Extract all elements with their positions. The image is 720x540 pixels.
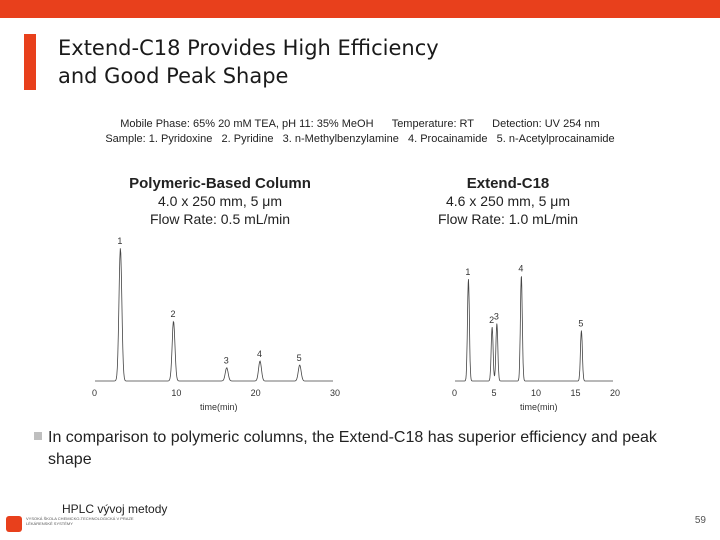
- peak-label-2: 2: [171, 309, 176, 319]
- logo-text: VYSOKÁ ŠKOLA CHEMICKO-TECHNOLOGICKÁ V PR…: [26, 516, 134, 526]
- polymeric-chromatogram: 1 2 3 4 5 0 10 20 30 time(min): [92, 236, 340, 412]
- x-tick-label-10: 10: [171, 388, 181, 398]
- conditions-line-2: Sample: 1. Pyridoxine 2. Pyridine 3. n-M…: [105, 133, 615, 145]
- left-column-heading: Polymeric-Based Column: [129, 175, 311, 192]
- title-line-2: and Good Peak Shape: [58, 64, 289, 88]
- slide-title: Extend-C18 Provides High Efficiency and …: [58, 34, 439, 90]
- peak-label-3: 3: [494, 311, 499, 321]
- peak-label-5: 5: [297, 353, 302, 363]
- x-axis-label: time(min): [200, 402, 238, 412]
- left-column-header: Polymeric-Based Column 4.0 x 250 mm, 5 μ…: [90, 175, 350, 228]
- peak-label-2: 2: [489, 315, 494, 325]
- left-column-dimensions: 4.0 x 250 mm, 5 μm: [158, 193, 282, 209]
- x-tick-label-0: 0: [452, 388, 457, 398]
- title-line-1: Extend-C18 Provides High Efficiency: [58, 36, 439, 60]
- x-tick-label-20: 20: [251, 388, 261, 398]
- x-axis-label: time(min): [520, 402, 558, 412]
- peak-label-3: 3: [224, 356, 229, 366]
- peak-label-1: 1: [117, 236, 122, 246]
- x-tick-label-5: 5: [492, 388, 497, 398]
- conditions-line-1: Mobile Phase: 65% 20 mM TEA, pH 11: 35% …: [120, 118, 600, 130]
- chromatogram-trace: [455, 276, 613, 382]
- peak-label-4: 4: [518, 263, 523, 273]
- peak-label-1: 1: [465, 267, 470, 277]
- bullet-marker: [34, 432, 42, 440]
- title-accent-block: [24, 34, 36, 90]
- right-column-heading: Extend-C18: [466, 175, 550, 192]
- right-column-dimensions: 4.6 x 250 mm, 5 μm: [446, 193, 570, 209]
- x-tick-label-10: 10: [531, 388, 541, 398]
- bullet-text: In comparison to polymeric columns, the …: [48, 429, 657, 468]
- x-tick-label-20: 20: [610, 388, 620, 398]
- left-column-flow: Flow Rate: 0.5 mL/min: [149, 211, 291, 227]
- x-tick-label-15: 15: [571, 388, 581, 398]
- peak-label-4: 4: [257, 349, 262, 359]
- right-column-header: Extend-C18 4.6 x 250 mm, 5 μm Flow Rate:…: [378, 175, 638, 228]
- right-column-flow: Flow Rate: 1.0 mL/min: [437, 211, 579, 227]
- page-number: 59: [694, 515, 706, 526]
- x-tick-label-30: 30: [330, 388, 340, 398]
- footer-text: HPLC vývoj metody: [62, 502, 168, 516]
- chromatogram-trace: [95, 248, 333, 382]
- top-accent-bar: [0, 0, 720, 18]
- peak-label-5: 5: [578, 319, 583, 329]
- x-tick-label-0: 0: [92, 388, 97, 398]
- university-logo-icon: [6, 516, 22, 532]
